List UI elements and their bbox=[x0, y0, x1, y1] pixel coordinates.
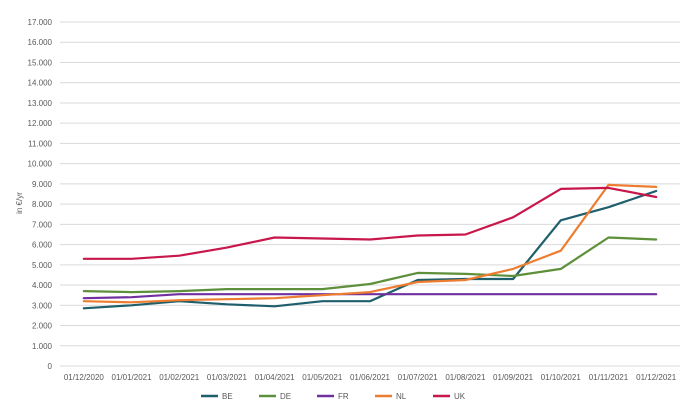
y-tick-label: 11.000 bbox=[28, 139, 52, 148]
y-tick-label: 7.000 bbox=[32, 220, 53, 229]
series-line-uk bbox=[82, 186, 658, 260]
y-tick-label: 4.000 bbox=[32, 281, 53, 290]
x-tick-label: 01/06/2021 bbox=[350, 373, 391, 382]
y-tick-label: 15.000 bbox=[28, 58, 53, 67]
y-tick-label: 5.000 bbox=[32, 261, 53, 270]
x-tick-label: 01/01/2021 bbox=[112, 373, 153, 382]
y-tick-label: 2.000 bbox=[32, 322, 53, 331]
y-tick-label: 13.000 bbox=[28, 99, 53, 108]
series-line-fr bbox=[82, 293, 658, 300]
y-axis-tick-labels: 0 1.000 2.000 3.000 4.000 5.000 6.000 7.000 8.00… bbox=[28, 18, 53, 371]
y-tick-label: 6.000 bbox=[32, 241, 53, 250]
x-tick-label: 01/04/2021 bbox=[255, 373, 296, 382]
x-tick-label: 01/12/2020 bbox=[64, 373, 105, 382]
y-tick-label: 14.000 bbox=[28, 79, 53, 88]
x-tick-label: 01/11/2021 bbox=[589, 373, 629, 382]
series-line-nl bbox=[82, 183, 658, 304]
series-lines bbox=[82, 183, 658, 310]
x-tick-label: 01/07/2021 bbox=[398, 373, 439, 382]
x-tick-label: 01/10/2021 bbox=[541, 373, 582, 382]
y-tick-label: 1.000 bbox=[32, 342, 53, 351]
x-tick-label: 01/02/2021 bbox=[159, 373, 200, 382]
legend-label-uk: UK bbox=[454, 392, 466, 401]
legend: BE DE FR NL UK bbox=[201, 392, 466, 401]
legend-label-nl: NL bbox=[396, 392, 407, 401]
gridlines bbox=[60, 21, 680, 367]
y-axis-title: in €/yr bbox=[15, 192, 24, 214]
y-tick-label: 17.000 bbox=[28, 18, 53, 27]
x-tick-label: 01/08/2021 bbox=[445, 373, 486, 382]
y-tick-label: 12.000 bbox=[28, 119, 53, 128]
y-tick-label: 16.000 bbox=[28, 38, 53, 47]
x-tick-label: 01/03/2021 bbox=[207, 373, 248, 382]
x-tick-label: 01/05/2021 bbox=[302, 373, 343, 382]
y-tick-label: 8.000 bbox=[32, 200, 53, 209]
x-tick-label: 01/09/2021 bbox=[493, 373, 534, 382]
series-line-de bbox=[82, 236, 658, 294]
x-tick-label: 01/12/2021 bbox=[636, 373, 677, 382]
y-tick-label: 10.000 bbox=[28, 160, 53, 169]
y-tick-label: 9.000 bbox=[32, 180, 53, 189]
y-tick-label: 3.000 bbox=[32, 301, 53, 310]
y-tick-label: 0 bbox=[48, 362, 53, 371]
legend-label-fr: FR bbox=[338, 392, 349, 401]
x-axis-tick-labels: 01/12/2020 01/01/2021 01/02/2021 01/03/2021… bbox=[64, 373, 677, 382]
legend-label-de: DE bbox=[280, 392, 291, 401]
legend-label-be: BE bbox=[222, 392, 233, 401]
